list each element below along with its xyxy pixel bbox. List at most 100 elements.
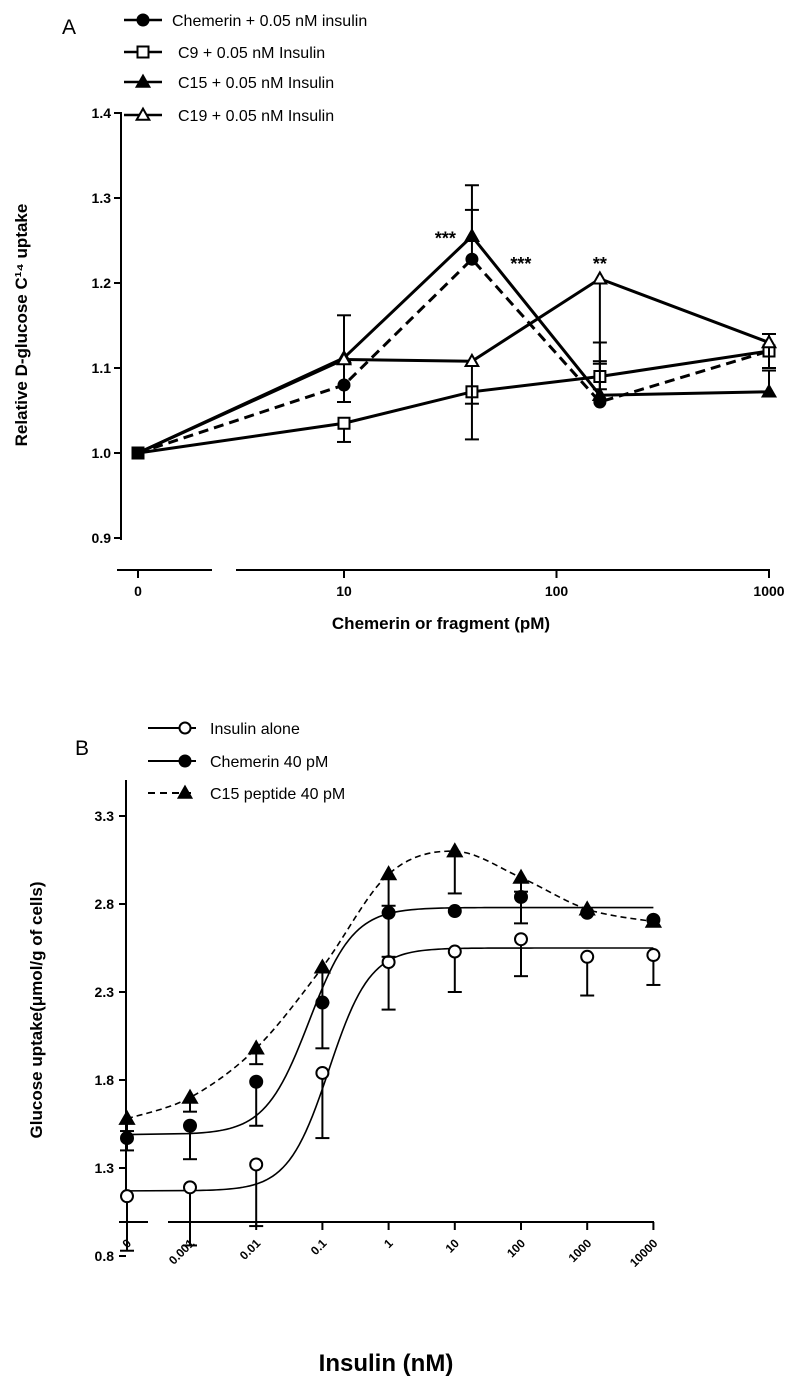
data-point xyxy=(315,1065,330,1080)
data-point xyxy=(381,955,396,970)
x-axis-label: Chemerin or fragment (pM) xyxy=(332,614,550,633)
data-point xyxy=(591,386,608,401)
data-point xyxy=(514,889,528,904)
significance-label: *** xyxy=(510,254,531,274)
legend-item-1: Chemerin 40 pM xyxy=(148,754,328,771)
data-point xyxy=(337,416,351,430)
legend-item-1: C9 + 0.05 nM Insulin xyxy=(124,45,325,62)
data-point xyxy=(249,1157,264,1172)
data-point xyxy=(120,1131,134,1146)
data-point xyxy=(512,868,530,884)
series-1 xyxy=(120,889,661,1161)
y-axis-label: Glucose uptake(μmol/g of cells) xyxy=(27,882,46,1139)
legend-item-2: C15 + 0.05 nM Insulin xyxy=(124,73,334,92)
x-axis-label: Insulin (nM) xyxy=(319,1350,454,1377)
panel-a-letter: A xyxy=(62,16,76,39)
data-point xyxy=(118,1109,136,1125)
legend-marker xyxy=(176,784,194,799)
significance-label: *** xyxy=(435,228,456,248)
x-tick-label: 1000 xyxy=(753,583,784,599)
legend-marker xyxy=(134,73,152,88)
x-tick-label: 0.01 xyxy=(237,1236,264,1263)
legend-marker xyxy=(136,13,150,27)
data-point xyxy=(181,1088,199,1104)
fit-curve xyxy=(126,850,654,1120)
x-tick-label: 0.001 xyxy=(166,1236,197,1267)
data-point xyxy=(465,252,479,266)
panel-a-chart: A Chemerin + 0.05 nM insulin C9 + 0.05 nM … xyxy=(12,13,785,633)
y-tick-label: 1.0 xyxy=(92,445,112,461)
y-tick-label: 1.4 xyxy=(92,105,112,121)
series-line xyxy=(137,349,770,455)
data-point xyxy=(760,334,778,349)
data-point xyxy=(463,227,480,242)
x-tick-label: 10 xyxy=(443,1236,463,1256)
data-point xyxy=(760,383,778,398)
series-3 xyxy=(131,270,778,460)
series-2 xyxy=(131,184,778,460)
y-tick-label: 2.8 xyxy=(95,896,115,912)
y-tick-label: 0.8 xyxy=(95,1248,115,1264)
data-point xyxy=(514,932,528,947)
data-point xyxy=(183,1180,197,1195)
data-point xyxy=(644,912,663,928)
x-tick-label: 10 xyxy=(336,583,352,599)
legend-marker xyxy=(136,45,150,59)
series-line xyxy=(137,257,770,455)
y-tick-label: 1.2 xyxy=(92,275,112,291)
data-point xyxy=(447,904,462,919)
y-tick-label: 1.1 xyxy=(92,360,112,376)
data-point xyxy=(591,270,608,285)
y-tick-label: 2.3 xyxy=(95,984,115,1000)
data-point xyxy=(379,865,398,881)
panel-b-letter: B xyxy=(75,737,89,760)
legend-marker xyxy=(134,106,152,121)
legend-label: C19 + 0.05 nM Insulin xyxy=(178,108,334,125)
legend-item-2: C15 peptide 40 pM xyxy=(148,784,345,803)
x-tick-label: 0.1 xyxy=(308,1236,330,1258)
legend-label: Chemerin + 0.05 nM insulin xyxy=(172,13,367,30)
panel-b-chart: B Insulin alone Chemerin 40 pM C15 peptide … xyxy=(27,721,663,1377)
legend-item-0: Insulin alone xyxy=(148,721,300,738)
data-point xyxy=(249,1074,264,1089)
legend-label: Insulin alone xyxy=(210,721,300,738)
fit-curve xyxy=(126,947,654,1192)
data-point xyxy=(646,948,661,963)
data-point xyxy=(247,1039,265,1055)
data-point xyxy=(463,352,480,367)
legend-marker xyxy=(178,721,192,735)
y-tick-label: 1.3 xyxy=(95,1160,115,1176)
legend-label: C15 + 0.05 nM Insulin xyxy=(178,75,334,92)
x-tick-label: 1 xyxy=(381,1236,396,1251)
legend-marker xyxy=(178,754,192,768)
x-tick-label: 100 xyxy=(504,1236,528,1260)
data-point xyxy=(580,949,595,964)
data-point xyxy=(578,900,596,916)
fit-curve xyxy=(126,906,654,1136)
x-tick-label: 0 xyxy=(134,583,142,599)
data-point xyxy=(381,905,396,920)
x-tick-label: 10000 xyxy=(627,1236,661,1270)
data-point xyxy=(446,842,464,858)
y-tick-label: 1.3 xyxy=(92,190,112,206)
x-tick-label: 1000 xyxy=(566,1236,595,1265)
legend-item-0: Chemerin + 0.05 nM insulin xyxy=(124,13,367,30)
legend-label: C9 + 0.05 nM Insulin xyxy=(178,45,325,62)
data-point xyxy=(447,944,462,959)
data-point xyxy=(183,1118,197,1133)
legend-label: Chemerin 40 pM xyxy=(210,754,328,771)
series-2 xyxy=(118,842,663,1133)
data-point xyxy=(313,958,332,974)
data-point xyxy=(120,1189,134,1204)
data-point xyxy=(131,446,145,460)
y-tick-label: 0.9 xyxy=(92,530,112,546)
significance-label: ** xyxy=(593,254,607,274)
legend-item-3: C19 + 0.05 nM Insulin xyxy=(124,106,334,125)
series-0 xyxy=(120,932,661,1252)
y-tick-label: 3.3 xyxy=(95,808,115,824)
data-point xyxy=(335,351,353,366)
x-tick-label: 100 xyxy=(545,583,569,599)
y-axis-label: Relative D-glucose C¹⁴ uptake xyxy=(12,204,31,447)
legend-label: C15 peptide 40 pM xyxy=(210,786,345,803)
